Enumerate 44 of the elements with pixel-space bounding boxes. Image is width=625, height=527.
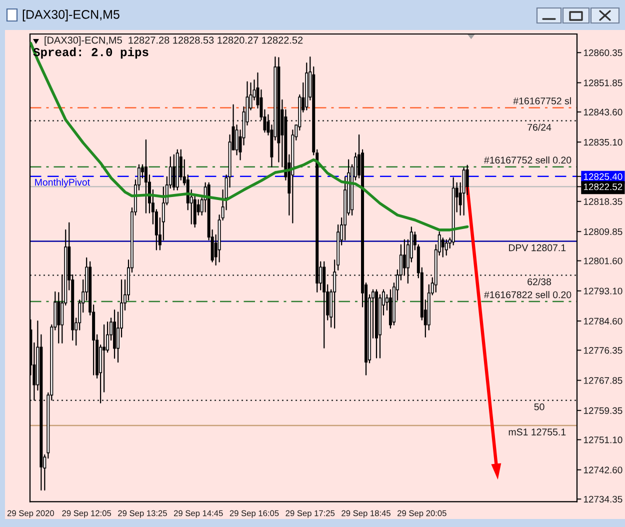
candlestick	[172, 154, 176, 190]
x-tick-label: 29 Sep 14:45	[174, 510, 223, 518]
x-tick-label: 29 Sep 13:25	[118, 510, 167, 518]
y-tick-label: 12784.60	[584, 318, 622, 325]
y-tick-label: 12822.52	[584, 183, 622, 190]
y-tick-label: 12851.85	[584, 80, 622, 86]
y-tick-label: 12818.35	[584, 198, 622, 205]
y-tick-label: 12793.10	[584, 288, 622, 294]
text: [DAX30]-ECN,M5	[22, 10, 120, 22]
y-tick-label: 12801.60	[584, 258, 622, 264]
y-tick-label: 12860.35	[584, 49, 622, 56]
candlestick	[144, 139, 148, 214]
y-tick-label: 12776.35	[584, 347, 622, 354]
chart-title: [DAX30]-ECN,M5 12827.28 12828.53 12820.27 12822.52	[44, 36, 303, 46]
y-tick-label: 12835.10	[584, 138, 622, 146]
ref-line-label: MonthlyPivot	[35, 178, 90, 188]
x-tick-label: 29 Sep 18:45	[342, 510, 390, 518]
ref-line-label: #16167822 sell 0.20	[484, 291, 572, 298]
candlestick	[462, 167, 466, 216]
ref-line-label: #16167752 sl	[513, 97, 571, 104]
annotation: 50	[534, 403, 544, 410]
x-tick-label: 29 Sep 16:05	[230, 510, 279, 518]
y-tick-label: 12767.85	[584, 377, 622, 384]
candlestick	[444, 239, 448, 256]
x-tick-label: 29 Sep 2020	[7, 510, 54, 518]
x-tick-label: 29 Sep 12:05	[62, 510, 112, 518]
x-tick-label: 29 Sep 20:05	[398, 510, 446, 518]
candlestick	[102, 324, 106, 392]
y-tick-label: 12809.85	[584, 228, 622, 236]
candlestick	[466, 164, 469, 196]
y-tick-label: 12734.35	[584, 496, 622, 503]
ref-line-label: mS1 12755.1	[508, 428, 566, 436]
y-tick-label: 12759.35	[584, 407, 622, 414]
ref-line-label: DPV 12807.1	[509, 244, 566, 252]
y-tick-label: 12843.60	[584, 108, 622, 116]
candlestick	[441, 238, 444, 258]
y-tick-label: 12751.10	[584, 436, 622, 444]
y-tick-label: 12825.40	[584, 173, 622, 180]
y-tick-label: 12742.60	[584, 466, 622, 474]
candlestick	[402, 239, 406, 276]
annotation: 62/38	[528, 278, 552, 286]
x-tick-label: 29 Sep 17:25	[286, 510, 335, 518]
ref-line-label: #16167752 sell 0.20	[484, 156, 572, 164]
annotation: 76/24	[528, 124, 552, 131]
